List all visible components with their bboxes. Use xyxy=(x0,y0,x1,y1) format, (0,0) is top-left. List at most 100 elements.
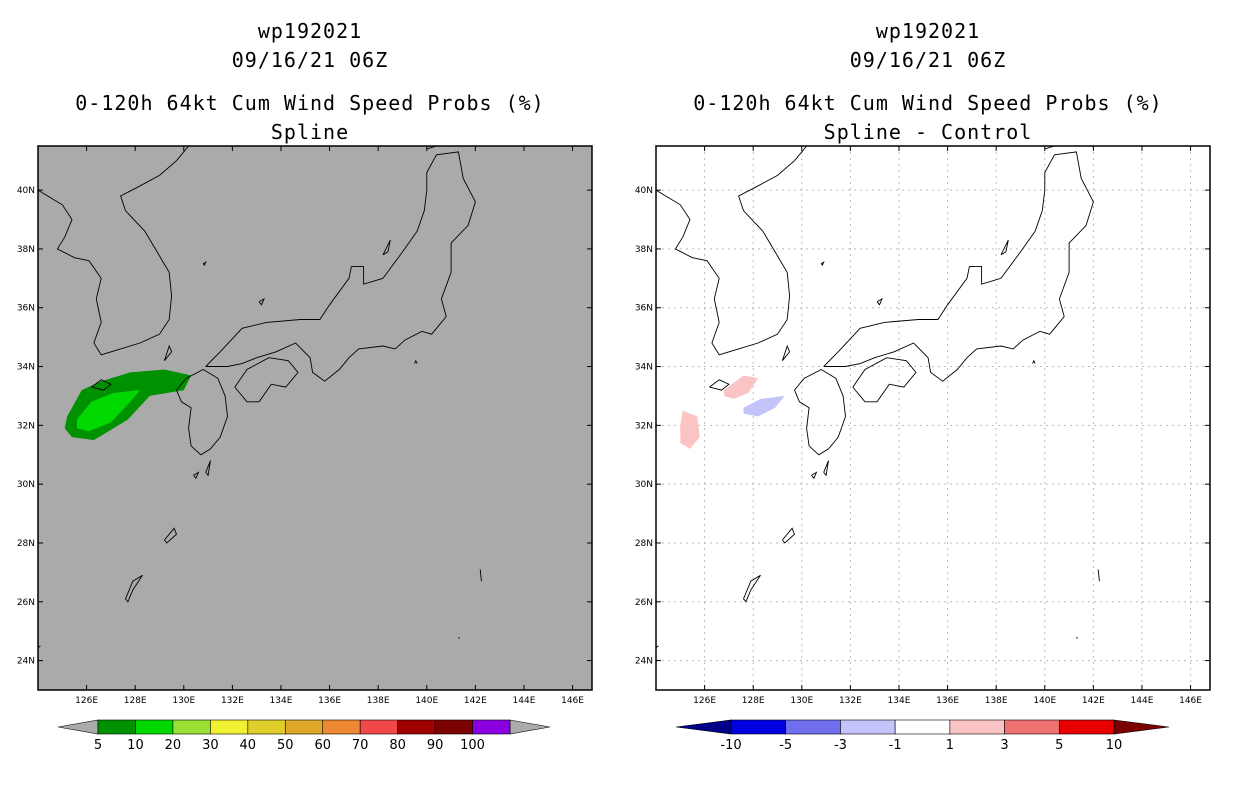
lon-tick-label: 132E xyxy=(221,696,244,706)
lon-tick-label: 130E xyxy=(172,696,195,706)
left-panel-title: wp192021 09/16/21 06Z xyxy=(20,17,600,75)
lat-tick-label: 38N xyxy=(17,245,35,255)
lat-tick-label: 32N xyxy=(635,421,653,431)
colorbar-swatch-3 xyxy=(172,719,211,735)
colorbar-label: 100 xyxy=(460,738,485,753)
coastline xyxy=(91,379,112,391)
left-title-line-2: 09/16/21 06Z xyxy=(231,48,389,72)
lon-tick-label: 138E xyxy=(367,696,390,706)
colorbar-1: 5 10 20 30 40 50 60 70 80 90 100 xyxy=(57,719,551,753)
lat-tick-label: 30N xyxy=(17,480,35,490)
colorbar-swatch-5 xyxy=(949,719,1005,735)
colorbar-swatch-11 xyxy=(472,719,511,735)
right-title-line-1: wp192021 xyxy=(875,19,981,43)
colorbar-label: 70 xyxy=(352,738,369,753)
colorbar-swatch-10 xyxy=(434,719,473,735)
coastline xyxy=(1097,569,1100,582)
coastline xyxy=(38,146,189,356)
colorbar-label: -5 xyxy=(779,738,792,753)
lon-tick-label: 142E xyxy=(1082,696,1105,706)
lon-tick-label: 138E xyxy=(985,696,1008,706)
colorbar-label: 5 xyxy=(1055,738,1063,753)
coastline xyxy=(656,645,659,649)
coastline xyxy=(811,471,818,480)
right-subtitle-line-2: Spline - Control xyxy=(823,120,1033,144)
colorbar-label: 50 xyxy=(277,738,294,753)
colorbar-swatch-6 xyxy=(1004,719,1060,735)
lon-tick-label: 126E xyxy=(75,696,98,706)
lon-tick-label: 126E xyxy=(693,696,716,706)
map-panel-2: 126E 128E 130E 132E 134E 136E 138E 140E 142E 144E… xyxy=(635,145,1211,753)
map-content xyxy=(656,146,1210,690)
map-frame xyxy=(37,145,593,691)
shaded-region-2 xyxy=(680,410,700,449)
colorbar-swatch-2 xyxy=(785,719,841,735)
coastline xyxy=(258,297,265,306)
lat-tick-label: 36N xyxy=(635,304,653,314)
coastline xyxy=(782,527,796,544)
left-panel-subtitle: 0-120h 64kt Cum Wind Speed Probs (%) Spl… xyxy=(20,89,600,147)
lon-tick-label: 130E xyxy=(790,696,813,706)
colorbar-label: 80 xyxy=(389,738,406,753)
map-background xyxy=(38,146,592,690)
colorbar-right-arrow xyxy=(1113,719,1170,735)
coastline xyxy=(794,368,846,456)
coastline xyxy=(656,146,807,356)
coastline xyxy=(876,297,883,306)
colorbar-label: 10 xyxy=(127,738,144,753)
colorbar-swatch-5 xyxy=(247,719,286,735)
coastline xyxy=(1076,636,1078,639)
coastline xyxy=(205,151,476,382)
colorbar-left-arrow xyxy=(675,719,732,735)
colorbar-label: 5 xyxy=(94,738,102,753)
colorbar-2: -10 -5 -3 -1 1 3 5 10 xyxy=(675,719,1170,753)
coastline xyxy=(458,636,460,639)
coastline xyxy=(823,460,829,477)
colorbar-swatch-7 xyxy=(1058,719,1115,735)
colorbar-label: 10 xyxy=(1106,738,1123,753)
colorbar-swatch-4 xyxy=(894,719,951,735)
shaded-region-2 xyxy=(76,390,141,432)
colorbar-label: -3 xyxy=(834,738,847,753)
colorbar-swatch-1 xyxy=(730,719,787,735)
coastline xyxy=(743,574,761,603)
colorbar-label: 90 xyxy=(427,738,444,753)
lon-tick-label: 136E xyxy=(318,696,341,706)
map-panel-1: 126E 128E 130E 132E 134E 136E 138E 140E 142E 144E… xyxy=(17,145,593,753)
coastline xyxy=(164,527,178,544)
left-subtitle-line-1: 0-120h 64kt Cum Wind Speed Probs (%) xyxy=(75,91,545,115)
lon-tick-label: 128E xyxy=(742,696,765,706)
map-frame xyxy=(655,145,1211,691)
lat-tick-label: 38N xyxy=(635,245,653,255)
lon-tick-label: 144E xyxy=(1131,696,1154,706)
colorbar-label: 1 xyxy=(946,738,954,753)
coastline xyxy=(234,357,299,403)
lon-tick-label: 142E xyxy=(464,696,487,706)
coastline xyxy=(382,239,391,256)
lon-tick-label: 132E xyxy=(839,696,862,706)
right-title-line-2: 09/16/21 06Z xyxy=(849,48,1007,72)
lon-tick-label: 128E xyxy=(124,696,147,706)
colorbar-label: 60 xyxy=(314,738,331,753)
lat-tick-label: 28N xyxy=(635,539,653,549)
left-subtitle-line-2: Spline xyxy=(270,120,350,144)
lat-tick-label: 34N xyxy=(17,363,35,373)
coastline xyxy=(1000,239,1009,256)
coastline xyxy=(823,151,1094,382)
colorbar-swatch-6 xyxy=(284,719,324,735)
map-background xyxy=(656,146,1210,690)
lat-tick-label: 28N xyxy=(17,539,35,549)
coastline xyxy=(193,471,200,480)
coastline xyxy=(414,359,418,364)
lon-tick-label: 144E xyxy=(513,696,536,706)
lat-tick-label: 32N xyxy=(17,421,35,431)
lat-tick-label: 36N xyxy=(17,304,35,314)
colorbar-swatch-7 xyxy=(322,719,361,735)
colorbar-label: -10 xyxy=(720,738,741,753)
lat-tick-label: 26N xyxy=(17,598,35,608)
lon-tick-label: 136E xyxy=(936,696,959,706)
lat-tick-label: 24N xyxy=(17,657,35,667)
lat-tick-label: 24N xyxy=(635,657,653,667)
right-subtitle-line-1: 0-120h 64kt Cum Wind Speed Probs (%) xyxy=(693,91,1163,115)
